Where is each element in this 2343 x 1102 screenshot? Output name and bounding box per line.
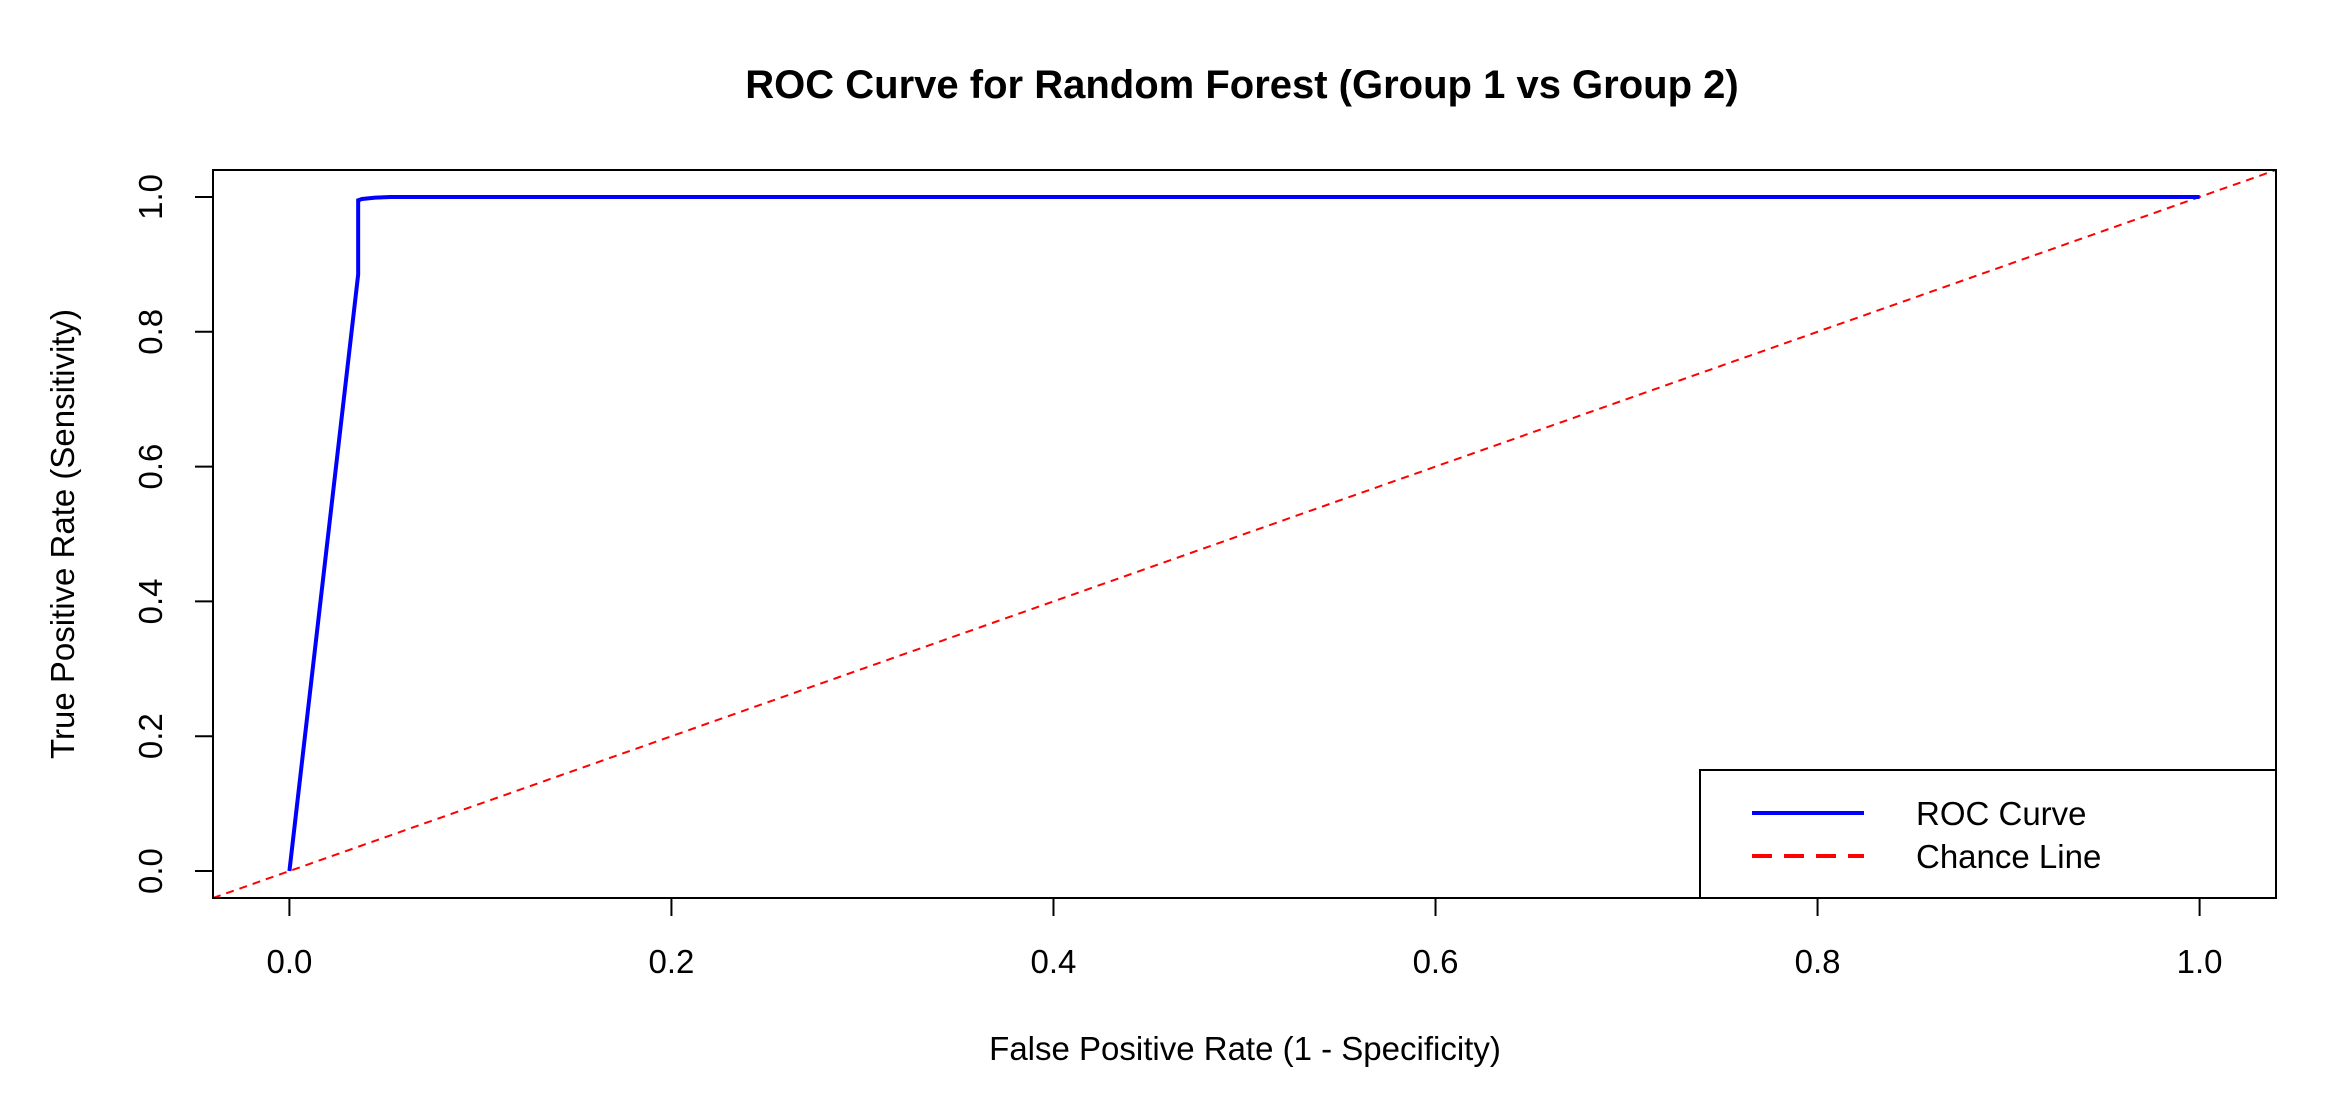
chart-title: ROC Curve for Random Forest (Group 1 vs …: [745, 63, 1738, 107]
x-axis-label: False Positive Rate (1 - Specificity): [989, 1030, 1501, 1067]
x-tick-label: 0.0: [266, 943, 312, 980]
x-tick-label: 0.4: [1031, 943, 1077, 980]
legend-box: [1699, 769, 2277, 899]
x-tick-label: 1.0: [2177, 943, 2223, 980]
legend-label-roc-curve: ROC Curve: [1916, 795, 2087, 832]
y-tick-label: 0.4: [132, 578, 169, 624]
y-tick-label: 0.2: [132, 713, 169, 759]
x-axis: 0.0 0.2 0.4 0.6 0.8 1.0: [266, 897, 2223, 980]
x-tick-label: 0.8: [1795, 943, 1841, 980]
y-tick-label: 1.0: [132, 174, 169, 220]
legend: ROC Curve Chance Line: [1699, 769, 2277, 899]
y-tick-label: 0.0: [132, 848, 169, 894]
chance-line-series: [213, 170, 2276, 898]
legend-label-chance-line: Chance Line: [1916, 838, 2101, 875]
y-tick-label: 0.6: [132, 444, 169, 490]
plot-area: [213, 170, 2276, 898]
x-tick-label: 0.6: [1413, 943, 1459, 980]
y-axis: 0.0 0.2 0.4 0.6 0.8 1.0: [132, 174, 214, 894]
x-tick-label: 0.2: [649, 943, 695, 980]
roc-curve-series: [287, 194, 2200, 872]
y-tick-label: 0.8: [132, 309, 169, 355]
y-axis-label: True Positive Rate (Sensitivity): [44, 309, 81, 759]
